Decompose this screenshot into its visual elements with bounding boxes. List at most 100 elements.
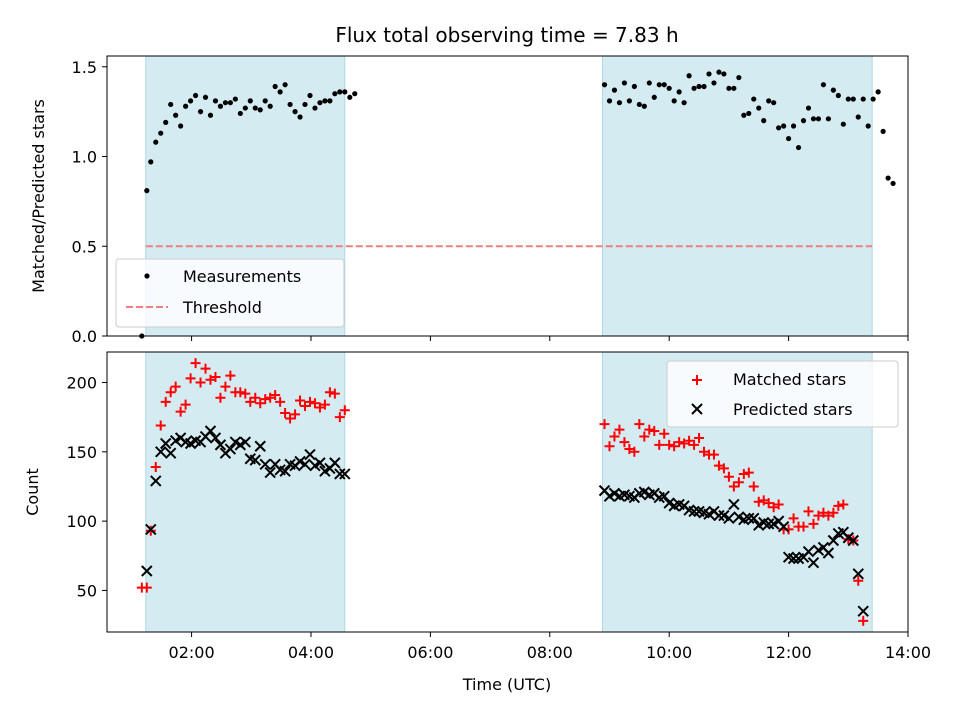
- data-point: [202, 94, 209, 100]
- data-point: [606, 98, 613, 104]
- data-point: [706, 71, 712, 77]
- data-point: [870, 96, 876, 102]
- data-point: [292, 109, 298, 115]
- data-point: [820, 82, 827, 88]
- data-point: [708, 449, 719, 460]
- series-matched-stars: [136, 358, 869, 626]
- data-point: [304, 396, 315, 407]
- x-tick-label: 06:00: [407, 643, 453, 662]
- data-point: [731, 85, 737, 91]
- data-point: [654, 439, 665, 450]
- data-point: [272, 83, 278, 90]
- bottom-panel: 50 100 150 200 02:00 04:00 06:00 08:00 10:00 12:0…: [23, 351, 931, 694]
- data-point: [614, 424, 625, 435]
- data-point: [148, 159, 154, 165]
- data-point: [890, 180, 896, 187]
- data-point: [631, 83, 637, 90]
- data-point: [800, 118, 807, 124]
- data-point: [649, 426, 660, 437]
- data-point: [803, 506, 814, 517]
- data-point: [210, 371, 221, 382]
- legend-marker-matched: [692, 375, 702, 385]
- data-point: [716, 69, 722, 75]
- legend-label: Matched stars: [733, 370, 846, 389]
- data-point: [200, 363, 211, 374]
- data-point: [802, 545, 815, 558]
- x-axis-label: Time (UTC): [462, 675, 551, 694]
- data-point: [252, 105, 258, 111]
- data-point: [833, 500, 844, 511]
- data-point: [664, 439, 675, 450]
- data-point: [170, 381, 181, 392]
- data-point: [327, 98, 333, 104]
- data-point: [746, 110, 752, 117]
- data-point: [696, 83, 702, 90]
- data-point: [339, 468, 351, 480]
- data-point: [334, 412, 345, 423]
- data-point: [275, 396, 286, 407]
- data-point: [249, 454, 261, 466]
- data-point: [611, 87, 618, 93]
- legend-marker-predicted: [691, 403, 703, 415]
- data-point: [257, 107, 263, 113]
- data-point: [656, 82, 662, 88]
- data-point: [661, 82, 667, 88]
- plot-frame: [106, 351, 909, 633]
- data-point: [639, 431, 650, 442]
- data-point: [736, 74, 742, 81]
- data-point: [217, 103, 224, 109]
- data-point: [280, 407, 291, 418]
- x-tick-label: 04:00: [288, 643, 334, 662]
- data-point: [835, 92, 841, 99]
- data-point: [798, 521, 809, 532]
- data-point: [825, 116, 831, 122]
- data-point: [287, 101, 293, 108]
- data-point: [277, 89, 283, 95]
- data-point: [885, 175, 891, 181]
- data-point: [209, 432, 222, 444]
- data-point: [636, 101, 642, 108]
- data-point: [183, 103, 189, 109]
- data-point: [295, 395, 306, 406]
- y-axis-label-top: Matched/Predicted stars: [29, 99, 48, 293]
- data-point: [619, 437, 630, 448]
- data-point: [807, 556, 820, 569]
- data-point: [634, 419, 645, 430]
- data-point: [748, 481, 759, 492]
- data-point: [312, 105, 318, 111]
- data-point: [329, 388, 340, 399]
- data-point: [319, 399, 330, 410]
- data-point: [332, 91, 338, 97]
- data-point: [651, 94, 657, 100]
- y-tick-label: 200: [66, 373, 97, 392]
- data-point: [160, 396, 171, 407]
- observing-window-shade: [602, 55, 873, 337]
- data-point: [808, 518, 819, 529]
- data-point: [282, 82, 288, 88]
- data-point: [629, 446, 640, 457]
- data-point: [762, 518, 775, 530]
- x-tick-label: 10:00: [646, 643, 692, 662]
- data-point: [150, 462, 161, 473]
- data-point: [728, 498, 740, 511]
- data-point: [215, 392, 226, 403]
- data-point: [290, 409, 301, 420]
- data-point: [173, 112, 179, 118]
- data-point: [180, 399, 191, 410]
- legend-label: Threshold: [182, 298, 262, 317]
- data-point: [751, 96, 757, 102]
- data-point: [743, 512, 755, 525]
- data-point: [857, 605, 869, 617]
- data-point: [766, 98, 772, 104]
- data-point: [777, 520, 790, 533]
- data-point: [352, 91, 358, 97]
- data-point: [748, 512, 760, 525]
- data-point: [860, 96, 866, 102]
- data-point: [187, 98, 194, 104]
- data-point: [666, 85, 672, 91]
- data-point: [853, 575, 864, 586]
- data-point: [674, 437, 685, 448]
- data-point: [329, 457, 341, 469]
- data-point: [711, 80, 717, 86]
